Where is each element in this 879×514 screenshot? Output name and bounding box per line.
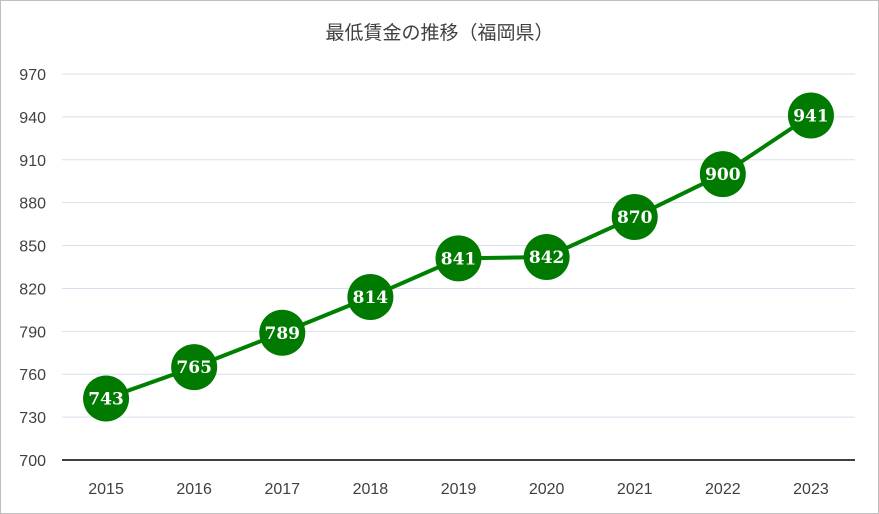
data-label: 814 <box>353 288 389 308</box>
y-tick-label: 700 <box>19 453 46 470</box>
data-point-marker <box>523 233 570 280</box>
y-tick-label: 730 <box>19 410 46 427</box>
data-label: 842 <box>529 248 565 268</box>
y-tick-label: 790 <box>19 324 46 341</box>
data-label: 870 <box>617 208 653 228</box>
data-label: 789 <box>265 324 301 344</box>
y-tick-label: 760 <box>19 367 46 384</box>
y-tick-label: 880 <box>19 196 46 213</box>
y-tick-label: 910 <box>19 153 46 170</box>
data-point-marker <box>347 274 394 321</box>
y-tick-label: 940 <box>19 110 46 127</box>
data-point-marker <box>83 375 130 422</box>
x-tick-label: 2023 <box>793 481 829 498</box>
x-tick-label: 2016 <box>176 481 212 498</box>
x-tick-label: 2017 <box>264 481 300 498</box>
data-point-marker <box>611 193 658 240</box>
data-point-marker <box>699 151 746 198</box>
y-tick-label: 820 <box>19 281 46 298</box>
x-tick-label: 2022 <box>705 481 741 498</box>
data-point-marker <box>259 309 306 356</box>
data-point-marker <box>171 344 218 391</box>
data-label: 765 <box>176 358 212 378</box>
y-axis-ticks: 700 730 760 790 820 850 880 910 940 970 <box>19 67 46 470</box>
chart-title: 最低賃金の推移（福岡県） <box>325 22 554 44</box>
data-markers: 743 765 789 814 841 842 870 900 941 <box>83 92 834 422</box>
x-tick-label: 2020 <box>529 481 565 498</box>
data-label: 941 <box>793 106 829 126</box>
data-label: 841 <box>441 249 477 269</box>
x-tick-label: 2018 <box>353 481 389 498</box>
data-point-marker <box>787 92 834 139</box>
data-label: 743 <box>88 390 124 410</box>
x-tick-label: 2021 <box>617 481 653 498</box>
data-point-marker <box>435 235 482 282</box>
x-axis-ticks: 2015 2016 2017 2018 2019 2020 2021 2022 2023 <box>88 481 829 498</box>
data-label: 900 <box>705 165 741 185</box>
y-tick-label: 850 <box>19 239 46 256</box>
y-tick-label: 970 <box>19 67 46 84</box>
x-tick-label: 2015 <box>88 481 124 498</box>
x-tick-label: 2019 <box>441 481 477 498</box>
